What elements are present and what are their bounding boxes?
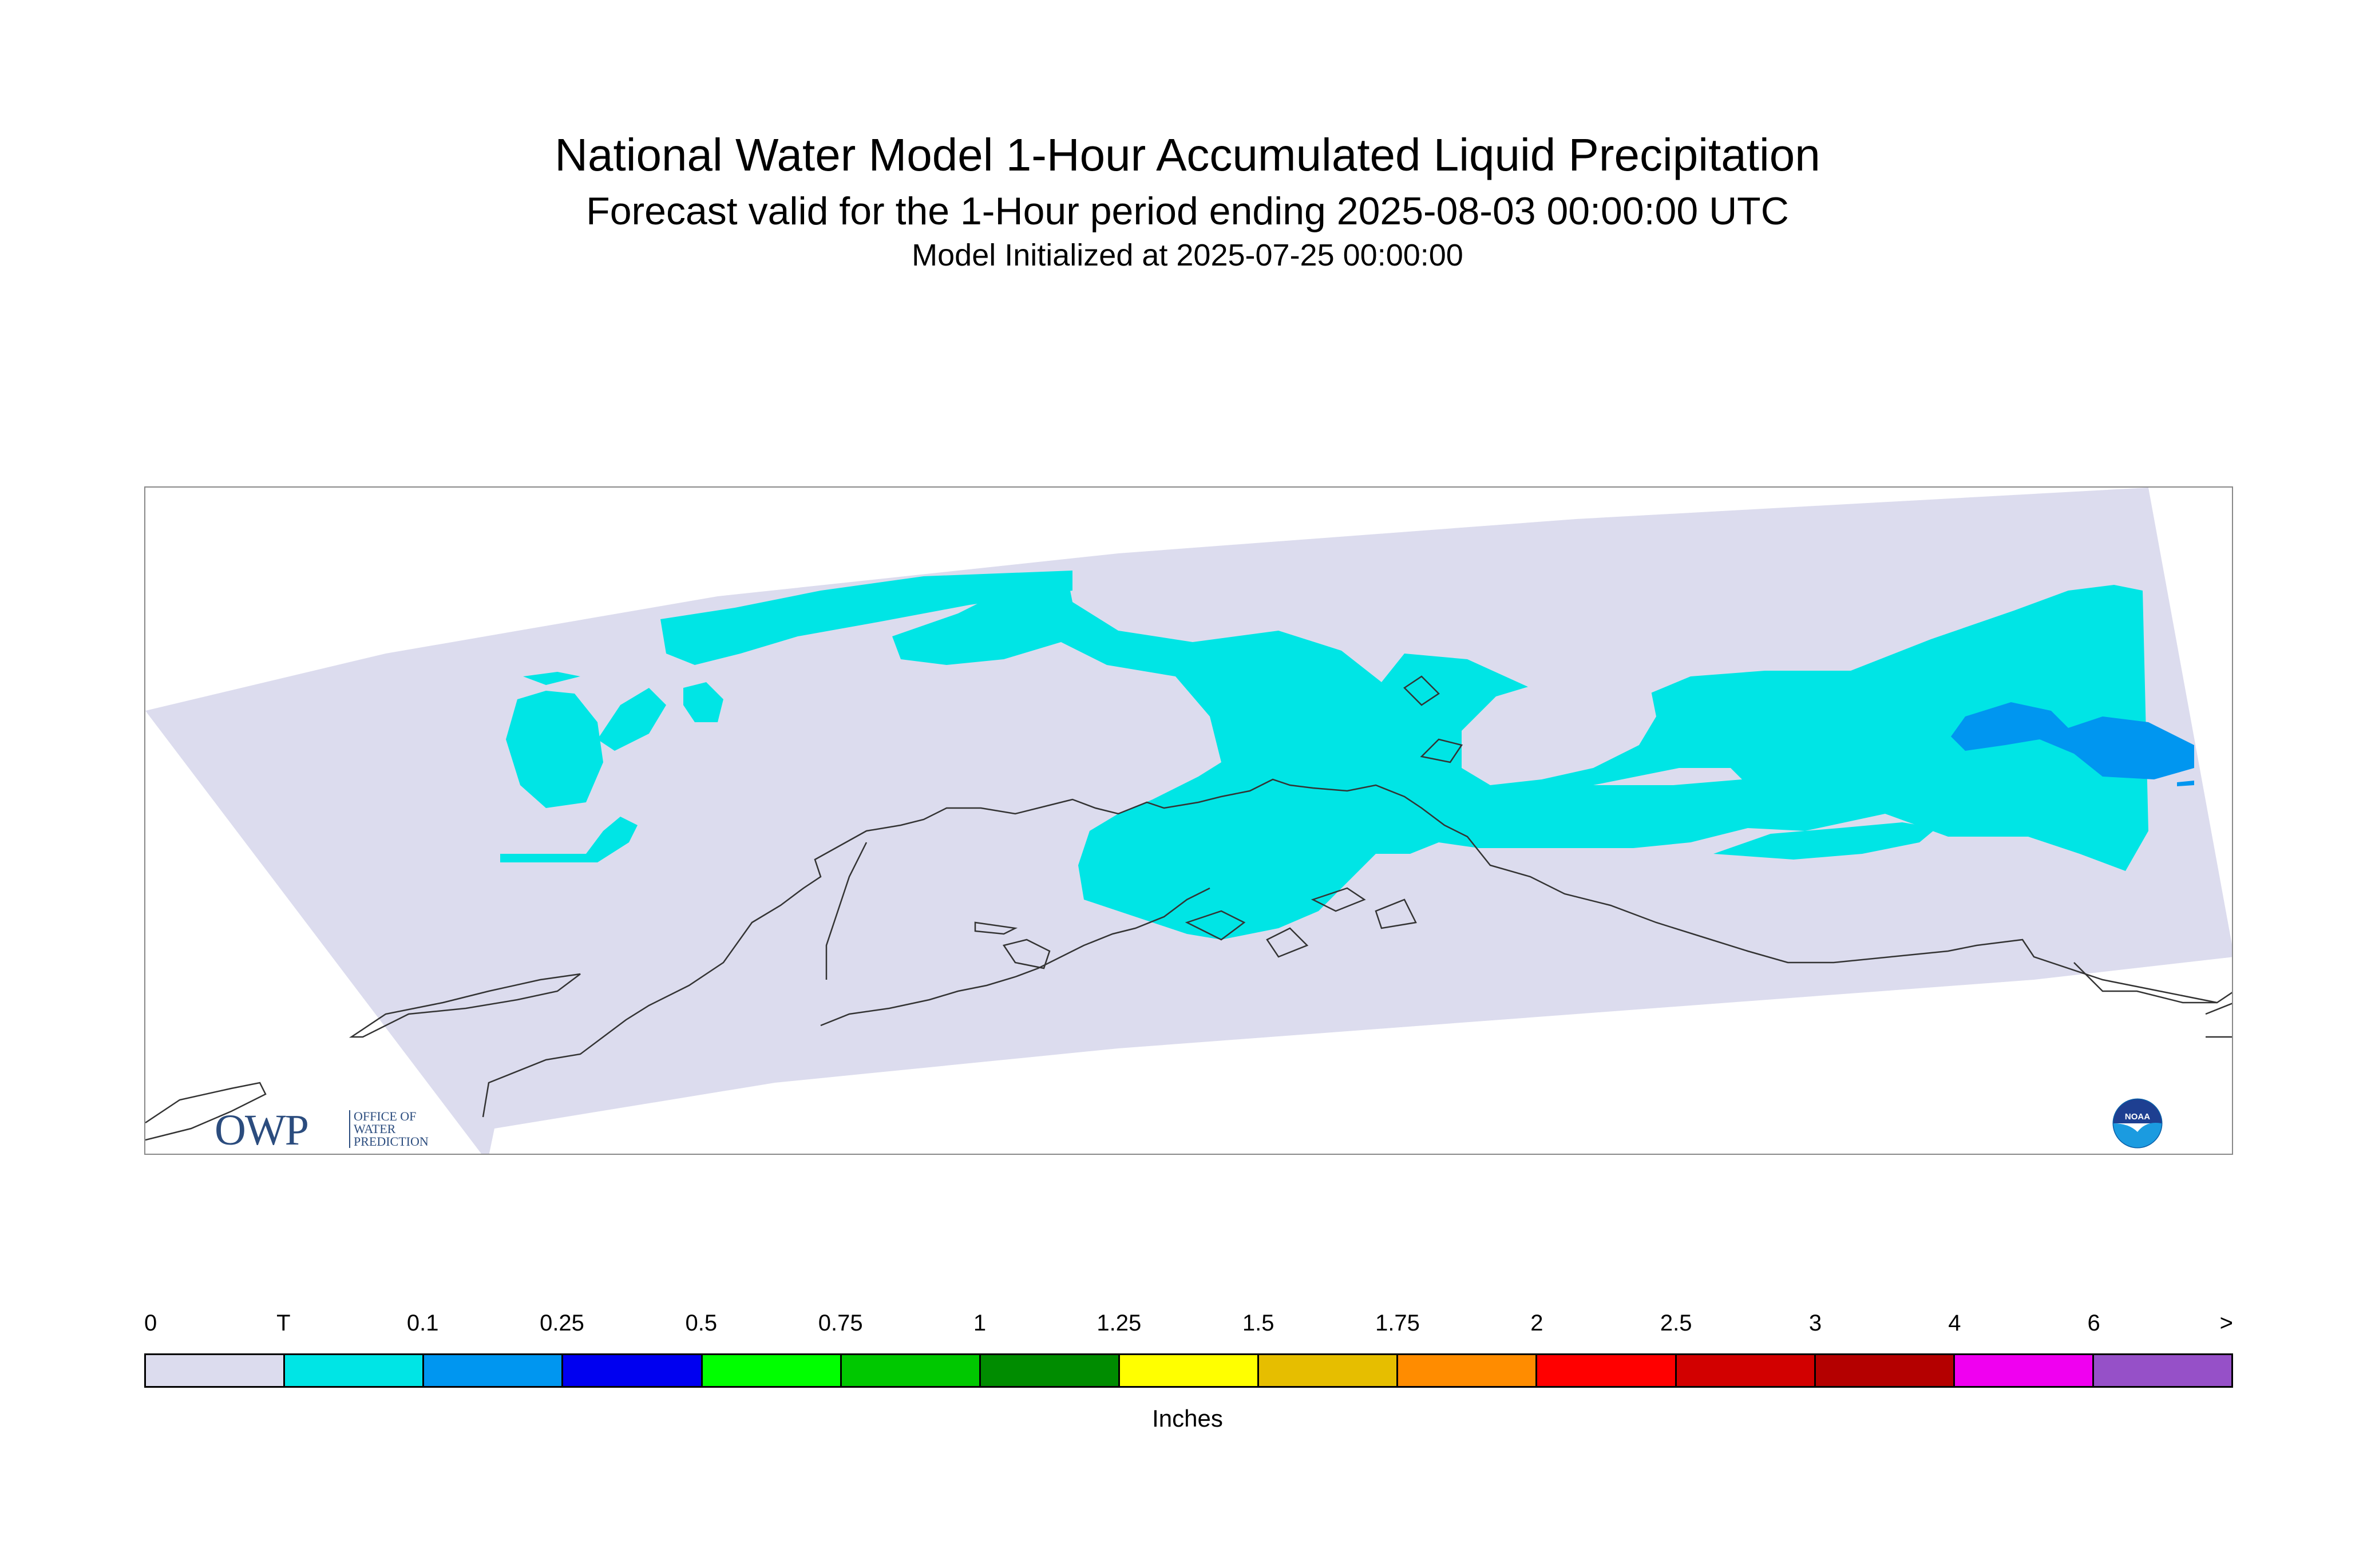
owp-logo-line-2: WATER [354, 1122, 396, 1136]
legend-swatch [1676, 1355, 1816, 1386]
model-init-line: Model Initialized at 2025-07-25 00:00:00 [912, 238, 1463, 272]
legend-tick-label: 0.75 [818, 1310, 863, 1336]
precip-area-west-4 [500, 817, 638, 862]
map-title: National Water Model 1-Hour Accumulated … [555, 129, 1820, 180]
coastline-ru-east [2073, 962, 2232, 1004]
legend-swatch [1398, 1355, 1538, 1386]
coastline-lake-2 [974, 921, 1018, 935]
legend-tick-label: 6 [2087, 1310, 2100, 1336]
legend-tick-label: 1.75 [1375, 1310, 1420, 1336]
noaa-logo: NOAA [2112, 1098, 2163, 1149]
coastline-island-1 [1403, 675, 1440, 706]
coastline-peninsula [820, 887, 1210, 1027]
legend-tick-label: 3 [1808, 1310, 1822, 1336]
precip-area-west-5 [523, 672, 580, 685]
legend-swatch [980, 1355, 1120, 1386]
legend-swatch [702, 1355, 842, 1386]
legend-tick-label: 0.5 [685, 1310, 718, 1336]
legend-swatch [1954, 1355, 2094, 1386]
legend-tick-label: 0.25 [540, 1310, 584, 1336]
legend-tick-label: 1.5 [1242, 1310, 1274, 1336]
owp-logo-line-1: OFFICE OF [354, 1109, 417, 1123]
dry-pocket-2 [1593, 768, 1742, 785]
precip-area-east-dot [2177, 781, 2194, 786]
legend-swatch [1815, 1355, 1955, 1386]
precip-area-west-2 [597, 688, 666, 751]
legend-tick-label: T [276, 1310, 291, 1336]
precip-area-east [1951, 702, 2194, 779]
map-canvas [145, 488, 2232, 1154]
legend-tick-label: 2.5 [1660, 1310, 1692, 1336]
legend-tick-label: 1.25 [1097, 1310, 1142, 1336]
coastline-mainland [482, 778, 2218, 1118]
legend-swatch [424, 1355, 564, 1386]
coastline-ru-cape [2205, 1003, 2232, 1038]
tenth-inch-precip-areas [1951, 702, 2194, 786]
owp-logo-mark: OWP [215, 1106, 309, 1154]
coastline-west [145, 1082, 267, 1141]
legend-tick-label: 2 [1530, 1310, 1543, 1336]
legend-tick-label: > [2219, 1310, 2233, 1336]
legend-units: Inches [1152, 1405, 1223, 1432]
noaa-logo-text: NOAA [2125, 1112, 2150, 1122]
legend-tick-label: 1 [973, 1310, 987, 1336]
coastlines [145, 675, 2232, 1141]
legend-swatch [2093, 1355, 2232, 1386]
legend-color-bar [144, 1353, 2233, 1388]
dry-pocket [1462, 676, 1656, 785]
owp-logo-text: OFFICE OF WATER PREDICTION [349, 1110, 429, 1148]
legend-swatch [841, 1355, 981, 1386]
coastline-interior [825, 842, 868, 980]
legend-swatch [146, 1355, 286, 1386]
map-subtitle: Forecast valid for the 1-Hour period end… [586, 189, 1789, 233]
legend-tick-label: 4 [1948, 1310, 1961, 1336]
precip-area-west-3 [683, 682, 723, 722]
legend-swatch [1259, 1355, 1399, 1386]
coastline-island-2 [1420, 738, 1463, 763]
legend-swatch [563, 1355, 703, 1386]
owp-logo-line-3: PREDICTION [354, 1134, 429, 1149]
coastline-islands-south [1185, 887, 1417, 958]
legend-tick-labels: 0 T 0.1 0.25 0.5 0.75 1 1.25 1.5 1.75 2 2.5 3 4 6 > [144, 1310, 2233, 1345]
precipitation-map [144, 486, 2233, 1155]
coastline-lake-1 [1002, 939, 1051, 969]
legend-tick-label: 0.1 [406, 1310, 439, 1336]
precip-area-south-strip [1713, 822, 1937, 860]
legend-swatch [1537, 1355, 1677, 1386]
precip-area-north-strip [660, 571, 1072, 665]
legend-tick-label: 0 [144, 1310, 157, 1336]
legend-swatch [285, 1355, 425, 1386]
coastline-ak-northwest [349, 973, 581, 1038]
legend-swatch [1119, 1355, 1260, 1386]
precip-area-west-1 [506, 691, 603, 808]
